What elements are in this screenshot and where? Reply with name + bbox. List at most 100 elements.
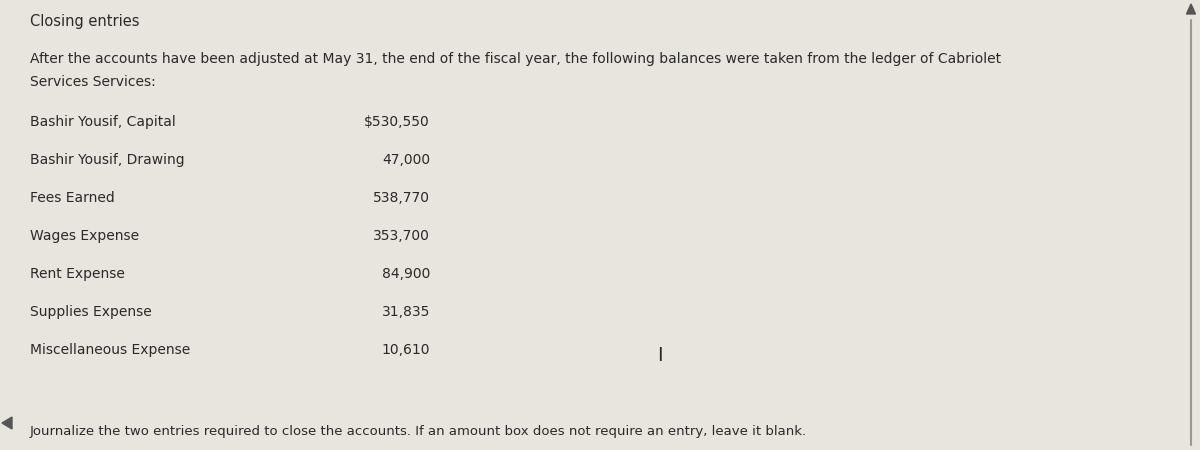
Bar [952,120,960,128]
Bar [464,336,472,344]
Text: $530,550: $530,550 [365,115,430,129]
Bar [624,352,632,360]
Bar [760,184,768,192]
Bar [16,0,24,8]
Bar [224,272,232,280]
Bar [1016,8,1024,16]
Bar [848,320,856,328]
Bar [520,296,528,304]
Bar [472,216,480,224]
Bar [120,296,128,304]
Bar [936,360,944,368]
Bar [672,208,680,216]
Bar [32,400,40,408]
Bar [504,424,512,432]
Bar [256,256,264,264]
Text: Rent Expense: Rent Expense [30,267,125,281]
Bar [248,408,256,416]
Bar [800,192,808,200]
Bar [528,144,536,152]
Bar [1056,368,1064,376]
Bar [576,48,584,56]
Bar [160,432,168,440]
Bar [960,256,968,264]
Bar [384,32,392,40]
Bar [240,432,248,440]
Bar [288,96,296,104]
Bar [168,424,176,432]
Bar [712,72,720,80]
Bar [648,376,656,384]
Bar [312,408,320,416]
Bar [1040,320,1048,328]
Bar [480,0,488,8]
Bar [280,216,288,224]
Bar [584,344,592,352]
Bar [784,336,792,344]
Bar [744,184,752,192]
Bar [152,168,160,176]
Bar [1152,160,1160,168]
Bar [48,64,56,72]
Bar [808,104,816,112]
Bar [896,368,904,376]
Bar [1072,32,1080,40]
Bar [1176,120,1184,128]
Bar [736,272,744,280]
Bar [200,264,208,272]
Bar [920,232,928,240]
Bar [512,32,520,40]
Bar [552,424,560,432]
Bar [336,0,344,8]
Bar [776,312,784,320]
Bar [72,104,80,112]
Bar [128,176,136,184]
Bar [312,216,320,224]
Bar [880,368,888,376]
Bar [344,360,352,368]
Bar [80,208,88,216]
Bar [544,240,552,248]
Bar [1072,224,1080,232]
Bar [640,192,648,200]
Bar [312,40,320,48]
Bar [112,432,120,440]
Bar [744,56,752,64]
Bar [776,344,784,352]
Bar [1088,128,1096,136]
Bar [960,176,968,184]
Bar [648,392,656,400]
Bar [144,0,152,8]
Bar [704,224,712,232]
Bar [1112,168,1120,176]
Bar [440,72,448,80]
Bar [880,176,888,184]
Bar [504,280,512,288]
Bar [1152,112,1160,120]
Bar [400,304,408,312]
Bar [1080,56,1088,64]
Bar [984,408,992,416]
Bar [992,240,1000,248]
Bar [816,368,824,376]
Bar [464,160,472,168]
Bar [624,96,632,104]
Bar [560,16,568,24]
Bar [352,16,360,24]
Bar [40,344,48,352]
Bar [736,240,744,248]
Bar [96,288,104,296]
Bar [624,192,632,200]
Bar [456,264,464,272]
Bar [472,88,480,96]
Bar [456,232,464,240]
Bar [728,376,736,384]
Bar [568,408,576,416]
Bar [456,72,464,80]
Bar [928,336,936,344]
Bar [640,64,648,72]
Bar [944,368,952,376]
Bar [16,240,24,248]
Bar [648,136,656,144]
Bar [536,232,544,240]
